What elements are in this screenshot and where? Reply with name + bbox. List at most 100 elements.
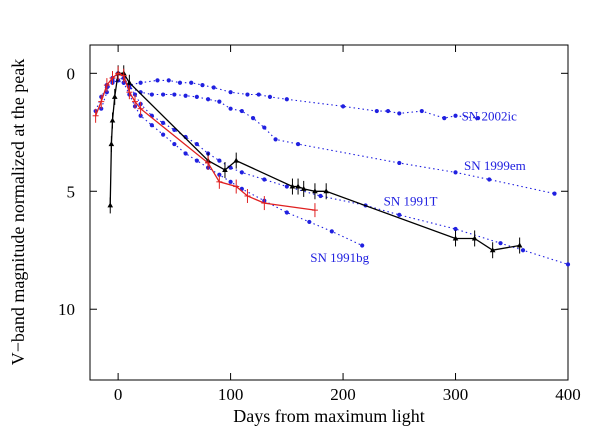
- data-point: [284, 210, 289, 215]
- data-point: [267, 94, 273, 100]
- data-point: [340, 104, 346, 109]
- data-point: [104, 90, 109, 95]
- data-point: [217, 158, 222, 163]
- data-point: [161, 132, 166, 137]
- y-tick-label: 10: [58, 300, 75, 319]
- data-point: [273, 137, 278, 142]
- series-4: [107, 65, 523, 259]
- data-point: [233, 157, 240, 163]
- x-tick-label: 200: [330, 385, 356, 404]
- data-point: [138, 113, 143, 118]
- data-point: [397, 212, 402, 217]
- data-point: [228, 90, 233, 95]
- data-point: [489, 247, 496, 253]
- series-1: [104, 78, 557, 196]
- data-point: [250, 116, 256, 121]
- data-point: [471, 235, 478, 241]
- data-point: [565, 262, 571, 267]
- data-point: [132, 92, 138, 97]
- series-layer: [92, 65, 571, 267]
- data-point: [453, 170, 458, 175]
- data-point: [289, 183, 296, 189]
- data-point: [397, 160, 402, 166]
- data-point: [262, 125, 267, 130]
- data-point: [552, 191, 557, 196]
- series-3: [99, 71, 365, 248]
- data-point: [205, 97, 211, 102]
- data-point: [452, 235, 459, 241]
- data-point: [194, 94, 199, 100]
- y-tick-label: 5: [67, 182, 76, 201]
- data-point: [307, 219, 312, 225]
- data-point: [183, 93, 188, 98]
- annotations: SN 2002ic SN 1999em SN 1991T SN 1991bg: [310, 108, 526, 265]
- annotation-label: SN 2002ic: [462, 108, 517, 123]
- data-point: [99, 106, 104, 111]
- data-point: [177, 80, 183, 85]
- data-point: [228, 106, 233, 111]
- data-point: [217, 172, 222, 177]
- data-point: [453, 113, 458, 118]
- data-point: [149, 92, 154, 97]
- series-line: [109, 72, 520, 251]
- series-line: [100, 72, 363, 246]
- data-point: [183, 151, 188, 156]
- annotation-label: SN 1991T: [384, 193, 438, 208]
- data-point: [107, 202, 114, 208]
- data-point: [172, 92, 177, 97]
- data-point: [138, 80, 143, 85]
- data-point: [149, 123, 154, 128]
- data-point: [121, 80, 126, 85]
- x-tick-label: 100: [218, 385, 244, 404]
- data-point: [161, 120, 166, 125]
- data-point: [516, 242, 523, 248]
- ticks: 0 100 200 300 400 0 5 10: [58, 45, 581, 404]
- series-5: [92, 66, 318, 218]
- data-point: [487, 177, 492, 182]
- data-point: [329, 229, 334, 234]
- data-point: [475, 116, 481, 121]
- data-point: [300, 185, 307, 191]
- data-point: [161, 92, 166, 97]
- data-point: [385, 108, 391, 114]
- data-point: [498, 241, 503, 246]
- data-point: [155, 78, 160, 83]
- data-point: [109, 117, 116, 123]
- data-point: [262, 177, 267, 182]
- data-point: [520, 248, 526, 253]
- data-point: [194, 158, 199, 163]
- data-point: [312, 188, 318, 194]
- data-point: [323, 188, 329, 194]
- data-point: [172, 141, 177, 147]
- y-tick-label: 0: [67, 64, 76, 83]
- data-point: [453, 226, 458, 232]
- data-point: [239, 108, 244, 114]
- data-point: [245, 92, 250, 97]
- data-point: [211, 85, 216, 90]
- x-tick-label: 400: [555, 385, 581, 404]
- data-point: [166, 78, 171, 83]
- data-point: [419, 108, 424, 114]
- y-axis-title: V−band magnitude normalized at the peak: [8, 59, 28, 366]
- data-point: [256, 92, 261, 97]
- data-point: [374, 108, 379, 114]
- data-point: [228, 179, 233, 184]
- data-point: [126, 79, 133, 85]
- data-point: [295, 141, 301, 147]
- data-point: [239, 170, 244, 175]
- x-axis-title: Days from maximum light: [233, 406, 424, 426]
- data-point: [222, 167, 228, 173]
- data-point: [397, 111, 402, 116]
- data-point: [194, 141, 199, 147]
- series-line: [106, 79, 555, 195]
- plot-frame: [89, 44, 569, 381]
- x-tick-label: 0: [114, 385, 123, 404]
- data-point: [108, 141, 115, 147]
- annotation-label: SN 1991bg: [310, 250, 369, 265]
- data-point: [295, 183, 301, 189]
- data-point: [189, 80, 194, 85]
- data-point: [111, 93, 118, 99]
- data-point: [200, 83, 205, 88]
- data-point: [318, 193, 323, 199]
